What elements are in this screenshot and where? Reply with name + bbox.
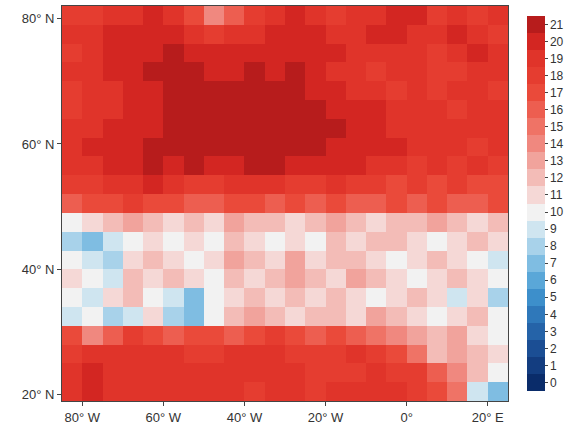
svg-text:20° W: 20° W [308,410,344,425]
svg-text:0°: 0° [400,410,412,425]
svg-text:18: 18 [550,69,564,83]
svg-text:40° W: 40° W [227,410,263,425]
svg-text:14: 14 [550,137,564,151]
svg-text:5: 5 [550,290,557,304]
svg-text:9: 9 [550,222,557,236]
svg-text:12: 12 [550,171,564,185]
svg-text:6: 6 [550,273,557,287]
svg-text:4: 4 [550,308,557,322]
svg-text:8: 8 [550,239,557,253]
svg-text:60° W: 60° W [146,410,182,425]
svg-text:16: 16 [550,103,564,117]
svg-text:17: 17 [550,86,564,100]
svg-text:13: 13 [550,154,564,168]
svg-text:15: 15 [550,120,564,134]
svg-text:20° N: 20° N [22,387,55,402]
svg-text:10: 10 [550,205,564,219]
svg-text:11: 11 [550,188,563,202]
svg-text:7: 7 [550,256,557,270]
svg-text:21: 21 [550,18,564,32]
svg-text:1: 1 [550,359,557,373]
svg-text:0: 0 [550,376,557,390]
svg-text:40° N: 40° N [22,262,55,277]
svg-text:20° E: 20° E [472,410,504,425]
svg-text:3: 3 [550,325,557,339]
svg-text:60° N: 60° N [22,136,55,151]
svg-text:80° W: 80° W [64,410,100,425]
svg-text:80° N: 80° N [22,11,55,26]
svg-text:2: 2 [550,342,557,356]
svg-text:19: 19 [550,52,564,66]
svg-text:20: 20 [550,35,564,49]
